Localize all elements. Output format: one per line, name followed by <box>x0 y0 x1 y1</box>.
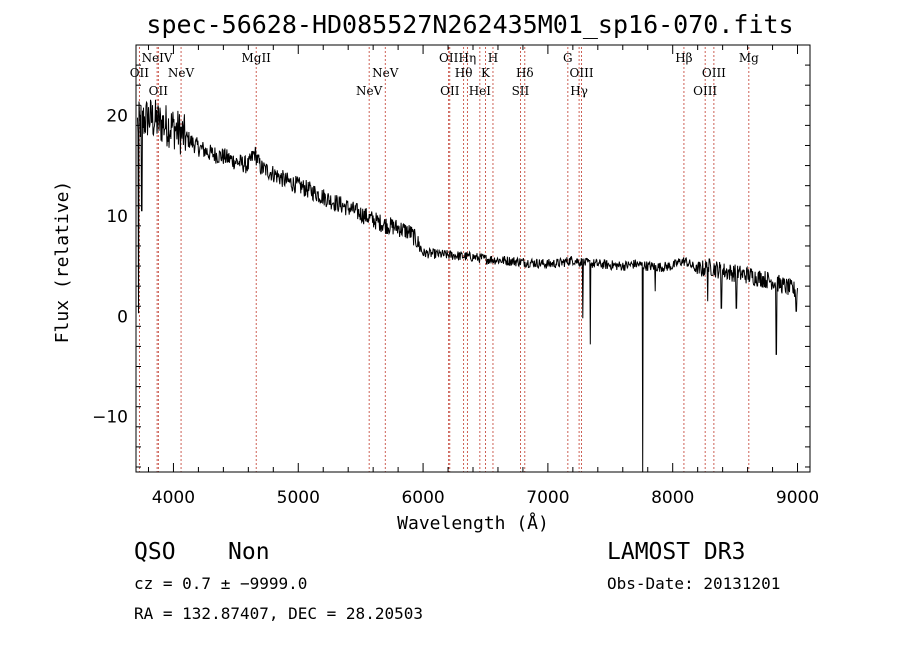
obs-date: Obs-Date: 20131201 <box>607 574 780 593</box>
spectrum-line <box>137 99 798 473</box>
y-tick-label: 0 <box>117 307 128 327</box>
coordinates: RA = 132.87407, DEC = 28.20503 <box>134 604 423 623</box>
x-tick-label: 8000 <box>651 488 694 508</box>
y-tick-label: 20 <box>106 106 128 126</box>
x-tick-label: 5000 <box>277 488 320 508</box>
spectral-line-label: K <box>481 66 491 80</box>
spectral-line-labels: OIINeIVOIINeVMgIINeVNeVOIIOIIHθHηHeIKHSI… <box>130 51 759 98</box>
x-tick-label: 7000 <box>526 488 569 508</box>
spectral-line-label: Hδ <box>516 66 534 80</box>
spectral-line-label: OIII <box>570 66 594 80</box>
y-axis-ticks: −10 0 10 20 <box>92 44 810 468</box>
spectral-line-label: OII <box>440 84 460 98</box>
x-axis-ticks: 4000 5000 6000 7000 8000 9000 <box>147 45 819 508</box>
spectral-line-label: G <box>563 51 573 65</box>
redshift-text: cz = 0.7 ± −9999.0 <box>134 574 307 593</box>
object-class: QSO <box>134 539 176 565</box>
spectral-line-markers <box>138 47 750 472</box>
y-tick-label: −10 <box>92 408 128 428</box>
spectral-line-label: Hγ <box>570 84 588 98</box>
object-subclass: Non <box>228 539 270 565</box>
spectral-line-label: OII <box>149 84 169 98</box>
spectral-line-label: OIII <box>702 66 726 80</box>
spectral-line-label: NeV <box>356 84 383 98</box>
x-tick-label: 4000 <box>152 488 195 508</box>
spectral-line-label: NeV <box>168 66 195 80</box>
spectral-line-label: OII <box>130 66 150 80</box>
spectral-line-label: Hθ <box>455 66 473 80</box>
spectral-line-label: NeIV <box>142 51 173 65</box>
x-tick-label: 9000 <box>776 488 819 508</box>
spectral-line-label: HeI <box>469 84 492 98</box>
y-tick-label: 10 <box>106 207 128 227</box>
spectral-line-label: SII <box>512 84 530 98</box>
spectral-line-label: OII <box>439 51 459 65</box>
spectral-line-label: H <box>488 51 498 65</box>
survey-name: LAMOST DR3 <box>607 539 745 565</box>
spectral-line-label: OIII <box>693 84 717 98</box>
x-tick-label: 6000 <box>401 488 444 508</box>
spectral-line-label: MgII <box>241 51 271 65</box>
chart-title: spec-56628-HD085527N262435M01_sp16-070.f… <box>146 10 793 39</box>
spectral-line-label: Hβ <box>675 51 692 65</box>
y-axis-label: Flux (relative) <box>52 181 73 344</box>
spectral-line-label: NeV <box>372 66 399 80</box>
spectral-line-label: Hη <box>459 51 477 65</box>
spectral-line-label: Mg <box>739 51 759 65</box>
x-axis-label: Wavelength (Å) <box>397 512 549 534</box>
